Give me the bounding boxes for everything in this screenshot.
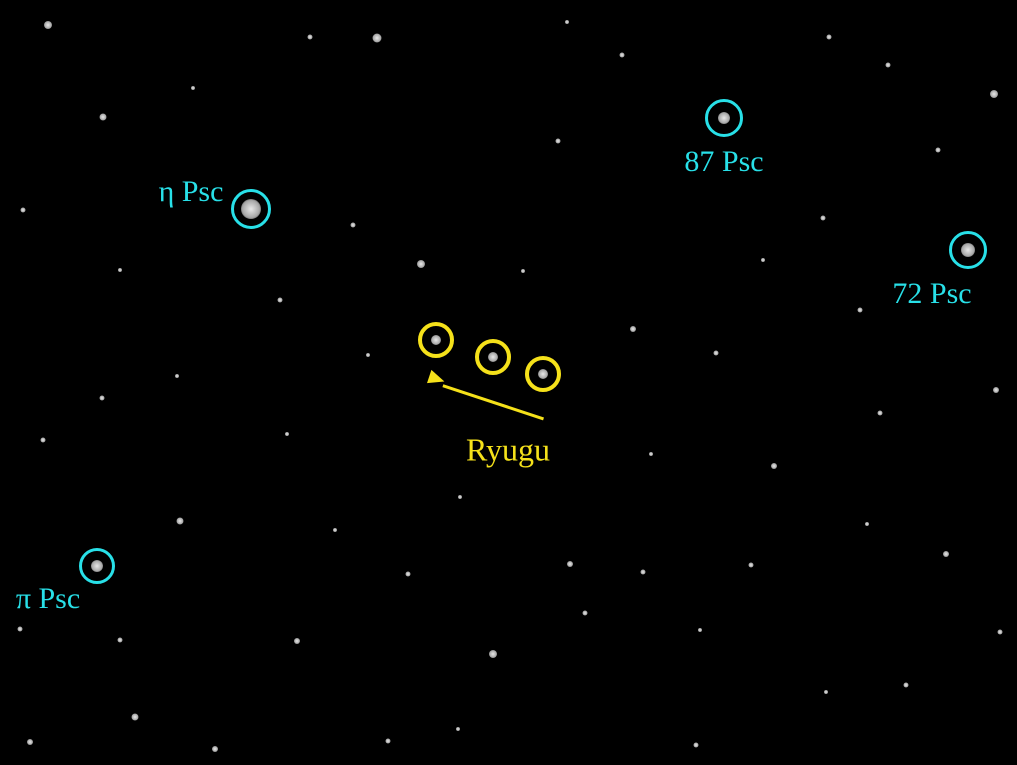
- background-star: [761, 258, 765, 262]
- ryugu-ring-2: [475, 339, 511, 375]
- background-star: [41, 438, 46, 443]
- 87-psc-star-label: 87 Psc: [684, 145, 763, 179]
- background-star: [118, 268, 122, 272]
- background-star: [386, 739, 391, 744]
- star-field: η Psc π Psc 87 Psc 72 Psc Ryugu: [0, 0, 1017, 765]
- ryugu-label: Ryugu: [466, 432, 550, 469]
- background-star: [641, 570, 646, 575]
- background-star: [456, 727, 460, 731]
- background-star: [565, 20, 569, 24]
- background-star: [406, 572, 411, 577]
- background-star: [583, 611, 588, 616]
- background-star: [943, 551, 949, 557]
- background-star: [308, 35, 313, 40]
- 72-psc-star-ring: [949, 231, 987, 269]
- background-star: [904, 683, 909, 688]
- ryugu-ring-1: [418, 322, 454, 358]
- background-star: [649, 452, 653, 456]
- background-star: [177, 518, 184, 525]
- ryugu-arrow-line: [442, 384, 544, 420]
- background-star: [827, 35, 832, 40]
- background-star: [100, 114, 107, 121]
- 87-psc-star-ring: [705, 99, 743, 137]
- background-star: [556, 139, 561, 144]
- background-star: [714, 351, 719, 356]
- background-star: [878, 411, 883, 416]
- background-star: [821, 216, 826, 221]
- background-star: [630, 326, 636, 332]
- background-star: [44, 21, 52, 29]
- background-star: [417, 260, 425, 268]
- ryugu-ring-3: [525, 356, 561, 392]
- background-star: [212, 746, 218, 752]
- background-star: [489, 650, 497, 658]
- background-star: [118, 638, 123, 643]
- background-star: [865, 522, 869, 526]
- background-star: [998, 630, 1003, 635]
- background-star: [521, 269, 525, 273]
- background-star: [567, 561, 573, 567]
- background-star: [990, 90, 998, 98]
- background-star: [886, 63, 891, 68]
- background-star: [698, 628, 702, 632]
- background-star: [694, 743, 699, 748]
- background-star: [749, 563, 754, 568]
- eta-psc-star-ring: [231, 189, 271, 229]
- background-star: [27, 739, 33, 745]
- eta-psc-star-label: η Psc: [159, 175, 224, 209]
- background-star: [100, 396, 105, 401]
- background-star: [132, 714, 139, 721]
- background-star: [351, 223, 356, 228]
- background-star: [993, 387, 999, 393]
- background-star: [858, 308, 863, 313]
- background-star: [333, 528, 337, 532]
- 72-psc-star-label: 72 Psc: [892, 277, 971, 311]
- background-star: [936, 148, 941, 153]
- background-star: [458, 495, 462, 499]
- background-star: [278, 298, 283, 303]
- background-star: [191, 86, 195, 90]
- background-star: [366, 353, 370, 357]
- background-star: [373, 34, 382, 43]
- background-star: [285, 432, 289, 436]
- background-star: [620, 53, 625, 58]
- background-star: [771, 463, 777, 469]
- background-star: [18, 627, 23, 632]
- pi-psc-star-ring: [79, 548, 115, 584]
- background-star: [824, 690, 828, 694]
- background-star: [175, 374, 179, 378]
- background-star: [294, 638, 300, 644]
- pi-psc-star-label: π Psc: [16, 582, 80, 616]
- background-star: [21, 208, 26, 213]
